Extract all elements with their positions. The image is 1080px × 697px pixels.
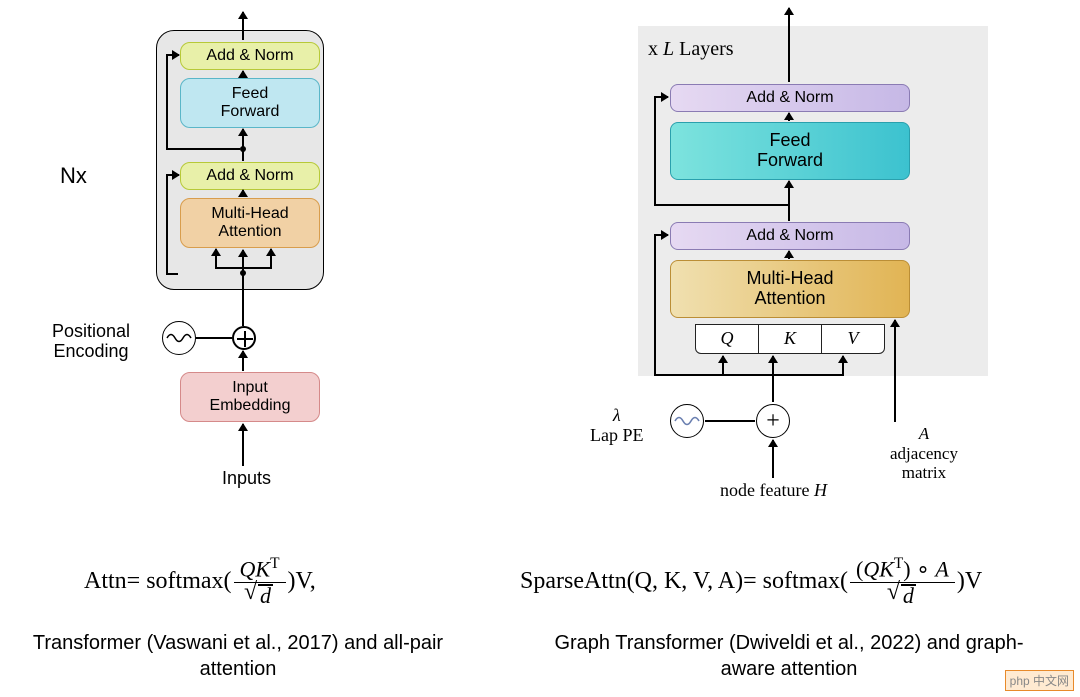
eq-close: )V <box>957 568 982 595</box>
node-feature-label: node feature H <box>720 480 827 501</box>
multi-head-attention-block: Multi-HeadAttention <box>670 260 910 318</box>
fraction: QKT d <box>234 556 286 607</box>
connector <box>166 54 168 149</box>
nx-label: Nx <box>60 163 87 189</box>
add-icon: + <box>756 404 790 438</box>
figure-container: Nx Add & Norm FeedForward Add & Norm Mul… <box>0 0 1080 697</box>
connector <box>654 234 656 374</box>
arrow <box>166 54 179 56</box>
connector <box>722 374 844 376</box>
layers-suffix: Layers <box>674 38 733 60</box>
lap-pe-label: λ Lap PE <box>590 406 644 446</box>
transformer-diagram: Nx Add & Norm FeedForward Add & Norm Mul… <box>50 8 400 528</box>
arrow <box>242 424 244 466</box>
arrow <box>242 250 244 326</box>
eq-close: )V, <box>288 568 316 595</box>
arrow <box>270 249 272 267</box>
arrow <box>772 356 774 402</box>
connector <box>215 267 272 269</box>
arrow <box>242 129 244 161</box>
arrow <box>772 440 774 478</box>
arrow <box>215 249 217 267</box>
k-label: K <box>759 325 822 353</box>
connector <box>196 337 232 339</box>
positional-encoding-label: PositionalEncoding <box>52 322 130 362</box>
right-caption: Graph Transformer (Dwiveldi et al., 2022… <box>554 630 1024 682</box>
feed-forward-block: FeedForward <box>670 122 910 180</box>
qkv-box: Q K V <box>695 324 885 354</box>
arrow <box>654 234 668 236</box>
add-norm-block-2: Add & Norm <box>180 162 320 190</box>
connector <box>654 374 722 376</box>
sparse-attention-equation: SparseAttn(Q, K, V, A) = softmax( (QKT) … <box>520 556 982 607</box>
eq-op: = softmax( <box>127 568 232 595</box>
adjacency-label: Aadjacencymatrix <box>890 424 958 483</box>
sine-icon <box>670 404 704 438</box>
arrow <box>654 96 668 98</box>
arrow <box>722 356 724 374</box>
layers-label: x L Layers <box>648 38 734 61</box>
arrow <box>788 181 790 221</box>
eq-lhs: SparseAttn(Q, K, V, A) <box>520 568 743 595</box>
connector <box>654 96 656 204</box>
connector <box>166 174 168 274</box>
connector <box>166 148 240 150</box>
watermark: php 中文网 <box>1005 670 1074 691</box>
connector <box>654 204 788 206</box>
arrow <box>788 113 790 121</box>
arrow <box>242 71 244 78</box>
feed-forward-block: FeedForward <box>180 78 320 128</box>
multi-head-attention-block: Multi-HeadAttention <box>180 198 320 248</box>
add-norm-block-1: Add & Norm <box>180 42 320 70</box>
layers-prefix: x <box>648 38 663 60</box>
q-label: Q <box>696 325 759 353</box>
eq-lhs: Attn <box>84 568 127 595</box>
left-caption: Transformer (Vaswani et al., 2017) and a… <box>28 630 448 682</box>
dot <box>240 146 246 152</box>
arrow <box>788 251 790 259</box>
inputs-label: Inputs <box>222 468 271 489</box>
add-norm-block-2: Add & Norm <box>670 222 910 250</box>
sine-icon <box>162 321 196 355</box>
layers-L: L <box>663 38 674 60</box>
connector <box>705 420 755 422</box>
v-label: V <box>822 325 884 353</box>
arrow <box>242 190 244 197</box>
graph-transformer-diagram: x L Layers Add & Norm FeedForward Add & … <box>590 14 1050 544</box>
input-embedding-block: InputEmbedding <box>180 372 320 422</box>
arrow <box>242 351 244 371</box>
add-norm-block-1: Add & Norm <box>670 84 910 112</box>
eq-op: = softmax( <box>743 568 848 595</box>
arrow <box>894 320 896 422</box>
add-icon <box>232 326 256 350</box>
arrow <box>842 356 844 374</box>
arrow <box>788 8 790 82</box>
arrow <box>242 12 244 40</box>
fraction: (QKT) ∘ A d <box>850 556 955 607</box>
arrow <box>166 174 179 176</box>
dot <box>240 270 246 276</box>
attention-equation: Attn = softmax( QKT d )V, <box>84 556 316 607</box>
